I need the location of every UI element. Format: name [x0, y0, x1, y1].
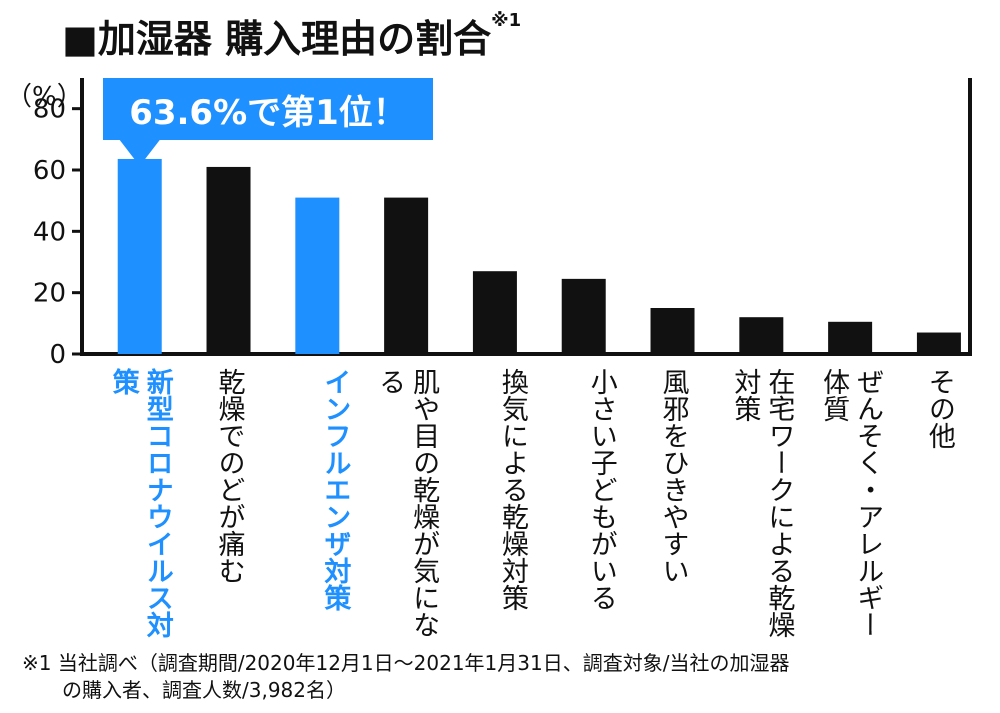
y-tick-label: 60	[33, 156, 66, 186]
bar	[117, 158, 162, 354]
category-label: インフルエンザ対策	[319, 368, 351, 611]
category-label: 風邪をひきやすい	[657, 368, 689, 584]
category-label: 小さい子どもがいる	[585, 368, 617, 611]
footnote: ※1 当社調べ（調査期間/2020年12月1日～2021年1月31日、調査対象/…	[22, 651, 790, 702]
bar	[561, 278, 606, 354]
bar	[206, 166, 251, 354]
callout-banner: 63.6%で第1位！	[103, 78, 433, 140]
category-label: 在宅ワークによる乾燥対策	[729, 368, 795, 638]
bar	[384, 197, 429, 354]
y-tick-label: 40	[33, 217, 66, 247]
y-axis-unit: （%）	[6, 82, 83, 112]
bar	[650, 308, 695, 354]
category-label: 乾燥でのどが痛む	[213, 368, 245, 584]
category-label: ぜんそく・アレルギー体質	[818, 368, 884, 638]
bar	[739, 317, 784, 354]
bar	[472, 271, 517, 354]
category-label: 換気による乾燥対策	[496, 368, 528, 611]
category-label: その他	[923, 368, 955, 449]
bar	[916, 332, 961, 354]
bar	[295, 197, 340, 354]
bar	[828, 321, 873, 354]
y-tick-label: 0	[49, 340, 66, 370]
y-tick-label: 80	[33, 95, 66, 125]
chart-title: ■加湿器 購入理由の割合※1	[62, 10, 522, 61]
category-label: 肌や目の乾燥が気になる	[374, 368, 440, 638]
category-label: 新型コロナウイルス対策	[107, 368, 173, 638]
callout-arrow	[119, 140, 160, 166]
y-tick-label: 20	[33, 279, 66, 309]
